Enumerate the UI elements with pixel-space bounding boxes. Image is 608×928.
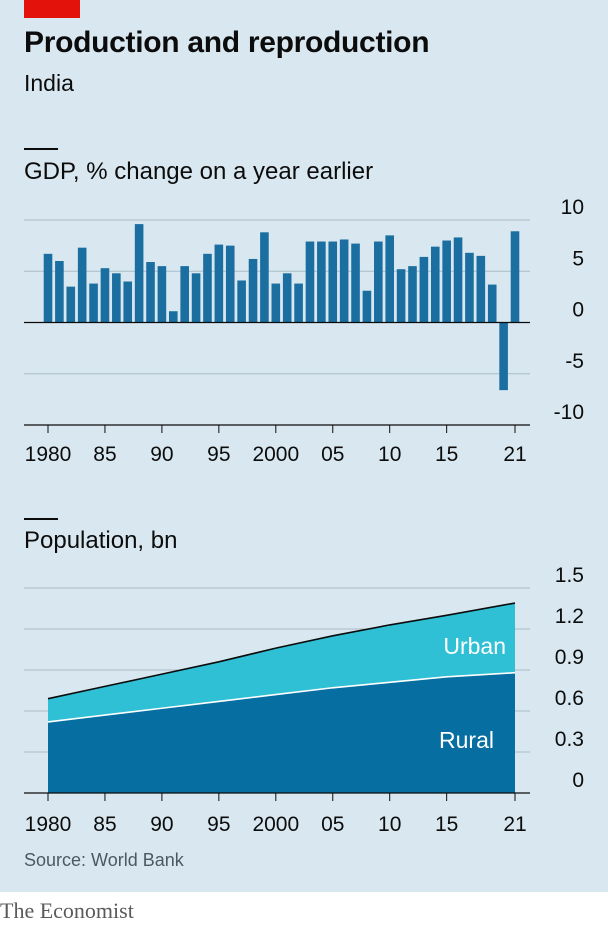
gdp-bar (339, 239, 349, 323)
population-x-tick-label: 1980 (25, 813, 72, 836)
gdp-bar (55, 261, 64, 323)
gdp-x-tick-label: 90 (150, 443, 173, 466)
gdp-bar (168, 311, 178, 323)
gdp-x-tick-label: 1980 (25, 443, 72, 466)
gdp-bar (476, 255, 486, 323)
brand-red-tag (24, 0, 80, 18)
rural-boundary-line (47, 671, 516, 723)
gdp-x-tick-label: 05 (321, 443, 344, 466)
charts-svg: 10 5 0 -5 -10 1980 85 90 95 2000 05 10 15 21 Urban Rur… (24, 196, 584, 836)
population-x-tick-label: 10 (378, 813, 401, 836)
gdp-bar (374, 241, 383, 323)
gdp-bar (271, 283, 281, 323)
gdp-bar (430, 246, 440, 323)
gdp-x-tick-label: 21 (503, 443, 526, 466)
gdp-bar (180, 266, 189, 323)
population-y-tick-label: 0.3 (555, 728, 584, 751)
gdp-bar (351, 243, 360, 323)
gdp-bar (248, 258, 258, 323)
population-y-tick-label: 0 (572, 769, 584, 792)
chart-subtitle: India (24, 70, 74, 96)
gdp-bar (328, 241, 338, 323)
gdp-bar (157, 266, 167, 323)
gdp-bar (191, 273, 201, 323)
population-section-rule (24, 518, 58, 520)
gdp-bar (203, 253, 212, 323)
gdp-y-tick-label: -5 (565, 350, 584, 373)
gdp-bar (237, 280, 246, 323)
population-x-tick-label: 95 (207, 813, 230, 836)
gdp-bar (385, 235, 395, 323)
gdp-bar (362, 290, 372, 323)
gdp-bar (66, 286, 76, 323)
gdp-bar (282, 273, 292, 323)
urban-area (48, 603, 515, 722)
population-areas: Urban Rural (47, 602, 516, 793)
rural-series-label: Rural (439, 727, 494, 753)
gdp-axis: 10 5 0 -5 -10 1980 85 90 95 2000 05 10 15 21 (24, 196, 584, 466)
gdp-bar (43, 253, 53, 323)
gdp-x-tick-label: 15 (435, 443, 458, 466)
chart-panel: Production and reproduction India GDP, %… (0, 0, 608, 892)
gdp-x-tick-label: 2000 (252, 443, 299, 466)
population-x-tick-label: 15 (435, 813, 458, 836)
gdp-y-tick-label: -10 (554, 401, 584, 424)
gdp-x-tick-label: 85 (93, 443, 116, 466)
gdp-bar (260, 232, 269, 323)
gdp-y-tick-label: 5 (572, 247, 584, 270)
population-x-tick-label: 21 (503, 813, 526, 836)
gdp-bar (396, 269, 406, 323)
population-chart-title: Population, bn (24, 527, 178, 554)
gdp-y-tick-label: 0 (572, 299, 584, 322)
gdp-section-rule (24, 148, 58, 150)
population-y-tick-label: 1.2 (555, 605, 584, 628)
gdp-bar (100, 268, 110, 323)
gdp-bar (77, 247, 87, 323)
gdp-y-tick-label: 10 (561, 196, 584, 219)
population-x-tick-label: 85 (93, 813, 116, 836)
gdp-bar (112, 273, 121, 323)
gdp-bar (146, 262, 155, 323)
gdp-bar (510, 231, 520, 323)
population-x-tick-label: 05 (321, 813, 344, 836)
gdp-bar (453, 237, 463, 323)
gdp-bar (317, 241, 326, 323)
source-note: Source: World Bank (24, 850, 184, 870)
rural-area (48, 672, 515, 793)
gdp-bar (305, 241, 315, 323)
gdp-chart-title: GDP, % change on a year earlier (24, 158, 374, 185)
gdp-bar (123, 281, 133, 323)
population-x-tick-label: 2000 (252, 813, 299, 836)
gdp-x-tick-label: 95 (207, 443, 230, 466)
population-y-tick-label: 0.6 (555, 687, 584, 710)
urban-series-label: Urban (443, 633, 506, 659)
gdp-bar (499, 322, 508, 391)
gdp-x-tick-label: 10 (378, 443, 401, 466)
gdp-bar (465, 252, 474, 323)
population-y-tick-label: 0.9 (555, 646, 584, 669)
population-y-tick-label: 1.5 (555, 564, 584, 587)
gdp-bar (294, 283, 303, 323)
chart-title: Production and reproduction (24, 26, 430, 59)
gdp-bars (43, 224, 520, 391)
gdp-bar (214, 244, 224, 323)
gdp-bar (408, 266, 417, 323)
gdp-bar (419, 256, 429, 323)
gdp-bar (134, 224, 144, 323)
gdp-bar (442, 240, 451, 323)
population-axis: 1.5 1.2 0.9 0.6 0.3 0 1980 85 90 95 2000 05 10 15 21 (24, 564, 584, 836)
gdp-bar (89, 283, 98, 323)
total-population-line (47, 602, 516, 700)
gdp-bar (487, 284, 497, 323)
brand-logo-text: The Economist (0, 898, 134, 923)
population-x-tick-label: 90 (150, 813, 173, 836)
gdp-bar (225, 245, 235, 323)
